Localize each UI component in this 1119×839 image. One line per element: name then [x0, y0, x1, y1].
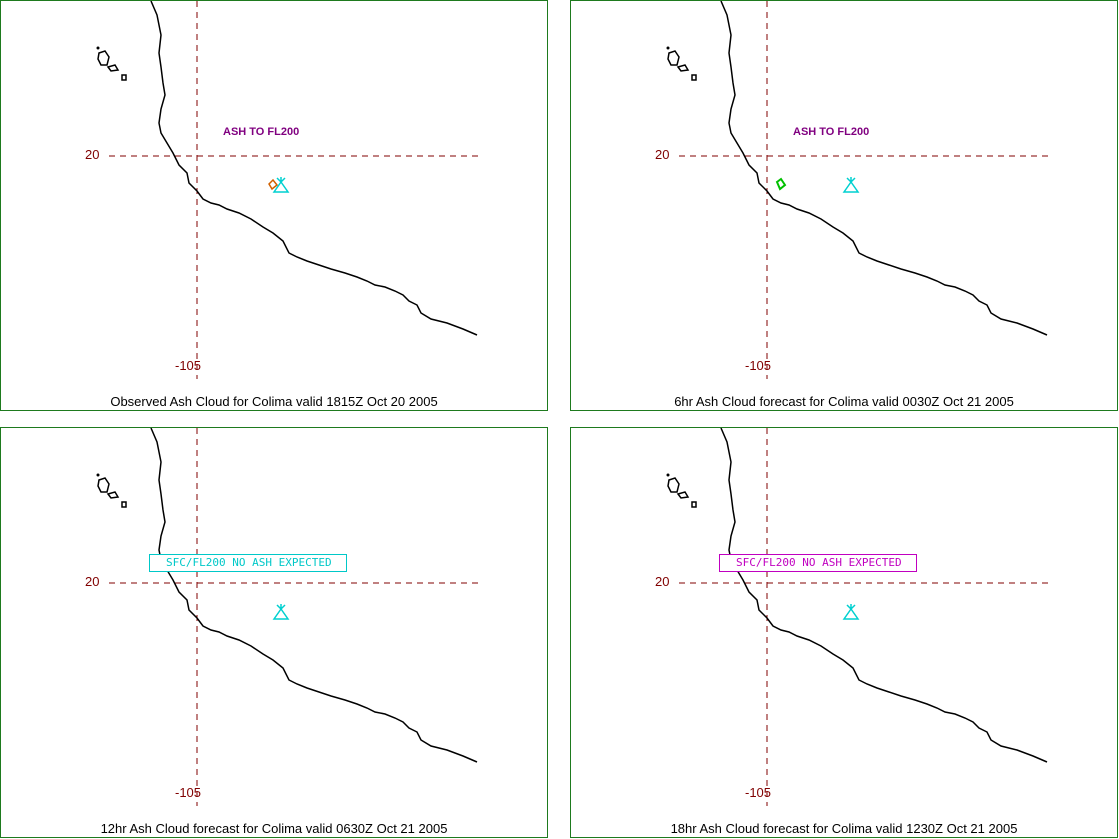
map-panel-6hr-forecast: 20 -105 ASH TO FL200 6hr Ash Cloud forec… [570, 0, 1118, 411]
island [97, 477, 110, 493]
coastline [150, 428, 478, 763]
ash-cloud-polygon [775, 177, 787, 191]
no-ash-expected-box: SFC/FL200 NO ASH EXPECTED [149, 554, 347, 572]
panel-caption: 12hr Ash Cloud forecast for Colima valid… [100, 821, 448, 836]
island [97, 50, 110, 66]
latitude-label: 20 [85, 147, 100, 162]
panel-caption: Observed Ash Cloud for Colima valid 1815… [110, 394, 438, 409]
volcano-symbol-icon [842, 177, 860, 193]
panel-caption: 6hr Ash Cloud forecast for Colima valid … [674, 394, 1014, 409]
island [691, 74, 697, 81]
no-ash-expected-box: SFC/FL200 NO ASH EXPECTED [719, 554, 917, 572]
island [676, 491, 690, 499]
volcano-symbol-icon [272, 604, 290, 620]
longitude-label: -105 [745, 358, 772, 373]
latitude-label: 20 [655, 147, 670, 162]
ash-level-label: ASH TO FL200 [223, 126, 300, 138]
volcano-symbol-icon [272, 177, 290, 193]
map-panel-observed: 20 -105 ASH TO FL200 Observed Ash Cloud … [0, 0, 548, 411]
ash-level-label: ASH TO FL200 [793, 126, 870, 138]
latitude-label: 20 [655, 574, 670, 589]
island [666, 473, 670, 477]
longitude-label: -105 [745, 785, 772, 800]
ash-cloud-polygon [268, 178, 279, 191]
longitude-label: -105 [175, 785, 202, 800]
island [121, 74, 127, 81]
island [691, 501, 697, 508]
island [96, 473, 100, 477]
longitude-label: -105 [175, 358, 202, 373]
coastline [150, 1, 478, 336]
map-panel-18hr-forecast: 20 -105 SFC/FL200 NO ASH EXPECTED 18hr A… [570, 427, 1118, 838]
island [121, 501, 127, 508]
coastline [720, 428, 1048, 763]
island [96, 46, 100, 50]
latitude-label: 20 [85, 574, 100, 589]
island [667, 50, 680, 66]
volcano-symbol-icon [842, 604, 860, 620]
island [106, 64, 120, 72]
island [667, 477, 680, 493]
island [676, 64, 690, 72]
map-panel-12hr-forecast: 20 -105 SFC/FL200 NO ASH EXPECTED 12hr A… [0, 427, 548, 838]
island [106, 491, 120, 499]
panel-caption: 18hr Ash Cloud forecast for Colima valid… [670, 821, 1018, 836]
coastline [720, 1, 1048, 336]
island [666, 46, 670, 50]
